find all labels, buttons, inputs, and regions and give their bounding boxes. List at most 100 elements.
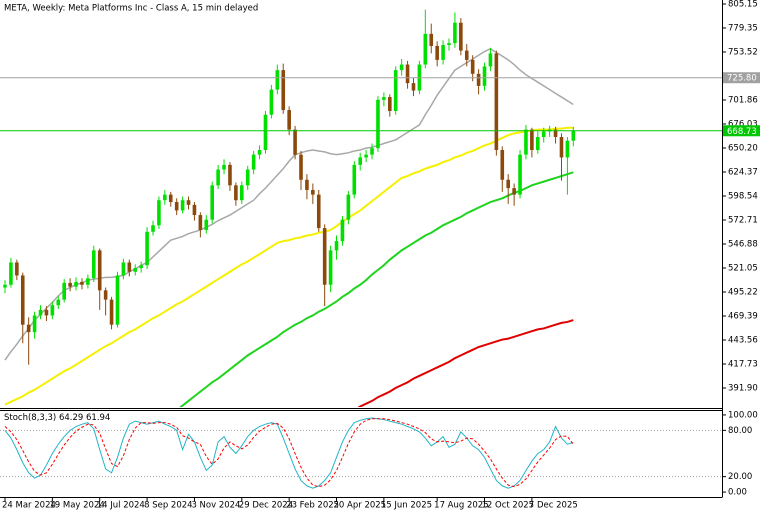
candle-body bbox=[536, 137, 540, 151]
y-tick-label: 779.35 bbox=[728, 23, 758, 33]
candle-body bbox=[198, 215, 203, 230]
y-tick-label: 80.00 bbox=[728, 426, 752, 436]
candle-body bbox=[500, 150, 505, 180]
candle-body bbox=[364, 154, 368, 158]
candle-body bbox=[222, 164, 226, 170]
x-tick-label: 15 Jun 2025 bbox=[381, 501, 432, 511]
candle-body bbox=[133, 268, 138, 272]
candle-body bbox=[115, 275, 120, 325]
candle-body bbox=[3, 284, 7, 288]
candle-body bbox=[388, 97, 392, 111]
candle-body bbox=[269, 89, 274, 115]
y-tick-label: 546.88 bbox=[728, 239, 758, 249]
price-label: 668.73 bbox=[727, 127, 757, 137]
candle-body bbox=[97, 250, 102, 291]
candle-body bbox=[251, 154, 256, 170]
price-label: 725.80 bbox=[727, 74, 757, 84]
candle-body bbox=[423, 33, 428, 65]
y-tick-label: 469.39 bbox=[728, 311, 758, 321]
x-tick-label: 24 Mar 2024 bbox=[2, 501, 56, 511]
candle-body bbox=[305, 179, 309, 190]
y-tick-label: 443.56 bbox=[728, 335, 758, 345]
x-tick-label: 17 Aug 2025 bbox=[434, 501, 488, 511]
candle-body bbox=[121, 262, 126, 276]
candle-body bbox=[86, 278, 90, 285]
y-tick-label: 624.37 bbox=[728, 167, 758, 177]
candle-body bbox=[50, 305, 55, 316]
candle-body bbox=[447, 43, 451, 46]
candle-body bbox=[80, 281, 84, 285]
moving-average-line bbox=[357, 319, 574, 407]
moving-average-line bbox=[4, 126, 574, 406]
candle-body bbox=[352, 164, 357, 195]
candle-body bbox=[56, 299, 61, 306]
candle-body bbox=[476, 73, 481, 86]
x-tick-label: 29 Dec 2024 bbox=[239, 501, 293, 511]
oscillator-line bbox=[4, 417, 574, 489]
candle-body bbox=[346, 194, 351, 220]
chart-title: META, Weekly: Meta Platforms Inc - Class… bbox=[4, 4, 258, 14]
candle-body bbox=[453, 22, 457, 44]
candle-body bbox=[559, 137, 564, 158]
candle-body bbox=[151, 225, 155, 232]
candle-body bbox=[459, 22, 463, 51]
candle-body bbox=[488, 53, 493, 67]
candle-body bbox=[518, 154, 522, 195]
y-tick-label: 572.71 bbox=[728, 215, 758, 225]
candle-body bbox=[287, 110, 291, 130]
candle-body bbox=[281, 70, 286, 111]
y-tick-label: 598.54 bbox=[728, 191, 758, 201]
y-tick-label: 805.15 bbox=[728, 0, 758, 9]
candle-body bbox=[399, 64, 404, 71]
candle-body bbox=[157, 200, 161, 226]
y-tick-label: 391.90 bbox=[728, 383, 758, 393]
candle-body bbox=[9, 262, 13, 285]
indicator-title: Stoch(8,3,3) 64.29 61.94 bbox=[4, 413, 110, 423]
candle-body bbox=[506, 179, 510, 189]
x-tick-label: 7 Dec 2025 bbox=[529, 501, 578, 511]
x-tick-label: 8 Sep 2024 bbox=[144, 501, 192, 511]
candle-body bbox=[376, 99, 380, 149]
y-tick-label: 20.00 bbox=[728, 472, 752, 482]
candle-body bbox=[340, 219, 345, 242]
candle-body bbox=[524, 129, 528, 155]
candle-body bbox=[163, 194, 167, 201]
y-tick-label: 0.00 bbox=[728, 488, 747, 498]
candle-body bbox=[470, 59, 475, 74]
x-tick-label: 19 May 2024 bbox=[49, 501, 104, 511]
candle-body bbox=[311, 189, 315, 195]
x-tick-label: 12 Oct 2025 bbox=[482, 501, 535, 511]
candle-body bbox=[145, 231, 149, 266]
candle-body bbox=[245, 169, 250, 186]
main-plot bbox=[0, 9, 722, 407]
candle-body bbox=[328, 250, 333, 285]
candle-body bbox=[210, 185, 214, 220]
candle-body bbox=[26, 324, 31, 333]
candle-body bbox=[482, 66, 487, 86]
candle-body bbox=[257, 150, 262, 155]
candle-body bbox=[20, 275, 25, 325]
candle-body bbox=[92, 250, 96, 279]
oscillator-line bbox=[4, 418, 574, 488]
candle-body bbox=[316, 194, 321, 229]
price-label-box bbox=[723, 125, 760, 137]
candle-body bbox=[370, 148, 374, 155]
candle-body bbox=[530, 129, 534, 151]
y-tick-label: 100.00 bbox=[728, 410, 758, 420]
candle-body bbox=[62, 282, 66, 300]
candle-body bbox=[322, 228, 327, 285]
indicator-signal-value: 61.94 bbox=[86, 413, 110, 423]
candle-body bbox=[299, 154, 303, 180]
candle-body bbox=[38, 309, 43, 316]
candle-body bbox=[216, 169, 220, 186]
candle-body bbox=[174, 202, 179, 211]
candle-body bbox=[275, 70, 280, 90]
x-tick-label: 14 Jul 2024 bbox=[97, 501, 145, 511]
candle-body bbox=[68, 282, 72, 287]
candle-body bbox=[464, 50, 469, 60]
candle-body bbox=[441, 45, 445, 60]
candle-body bbox=[15, 262, 19, 276]
candle-body bbox=[192, 204, 197, 216]
